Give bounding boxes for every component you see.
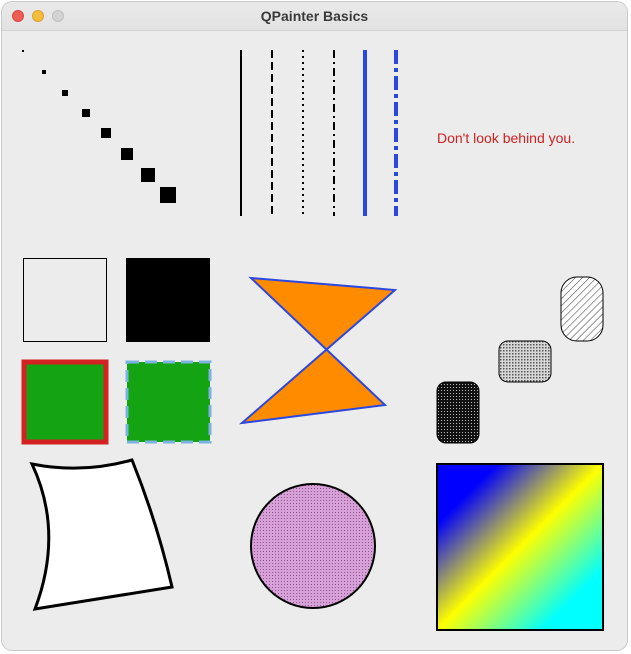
line-styles xyxy=(240,50,398,216)
dotted-circle xyxy=(250,483,376,609)
point-squares xyxy=(22,50,176,203)
rounded-rect-dark xyxy=(436,381,480,444)
canvas-text-label: Don't look behind you. xyxy=(437,130,575,146)
close-window-button[interactable] xyxy=(12,10,24,22)
rounded-rect-hatched xyxy=(560,276,604,342)
green-rectangle-dashed-border xyxy=(125,360,212,444)
green-rectangle-red-border xyxy=(21,359,109,445)
gradient-square xyxy=(436,463,604,631)
title-bar[interactable]: QPainter Basics xyxy=(2,2,627,31)
bowtie-polygon xyxy=(238,276,398,425)
zoom-window-button[interactable] xyxy=(52,10,64,22)
bezier-shape xyxy=(29,458,174,611)
minimize-window-button[interactable] xyxy=(32,10,44,22)
window-title: QPainter Basics xyxy=(260,8,369,24)
outlined-rectangle xyxy=(23,258,107,342)
filled-black-rectangle xyxy=(126,258,210,342)
rounded-rect-dotted xyxy=(498,340,552,383)
